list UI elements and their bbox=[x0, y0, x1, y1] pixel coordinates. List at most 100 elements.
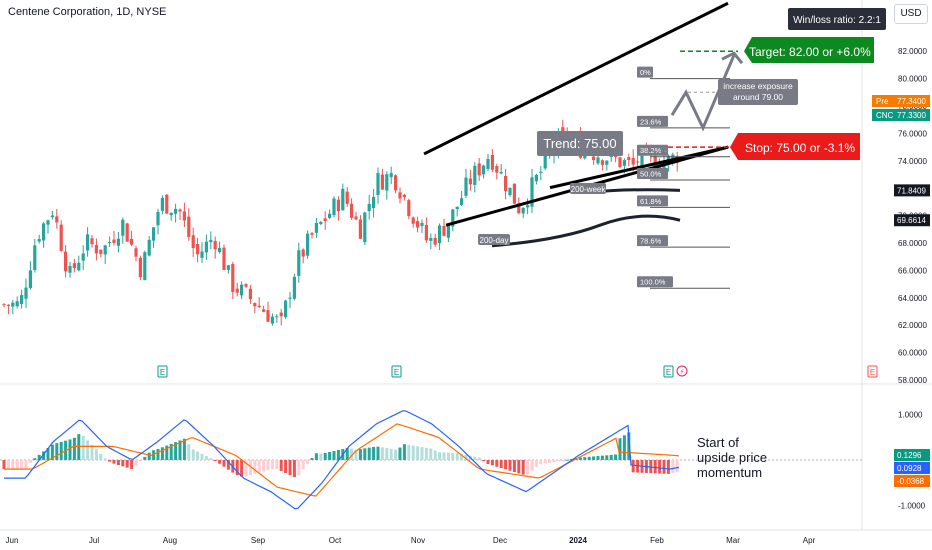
macd-histogram-bar bbox=[543, 460, 547, 464]
currency-button[interactable]: USD bbox=[894, 4, 928, 24]
ma-200-week-label[interactable]: 200-week bbox=[570, 183, 606, 194]
macd-histogram-bar bbox=[521, 460, 525, 475]
macd-histogram-bar bbox=[244, 460, 248, 477]
channel-upper-line[interactable] bbox=[423, 1, 729, 156]
candle-body bbox=[112, 239, 116, 243]
macd-histogram-bar bbox=[314, 453, 318, 460]
candle-body bbox=[363, 212, 367, 243]
candle-body bbox=[473, 165, 477, 185]
support-line[interactable] bbox=[549, 145, 729, 190]
macd-histogram-bar bbox=[182, 438, 186, 460]
x-tick-label: Aug bbox=[163, 536, 177, 545]
earnings-marker-icon[interactable]: E bbox=[157, 365, 168, 378]
macd-histogram-bar bbox=[94, 449, 98, 460]
ma-200-day-label-text: 200-day bbox=[480, 236, 509, 245]
x-tick-label: Jun bbox=[6, 536, 19, 545]
fib-level-label: 23.6% bbox=[640, 117, 662, 126]
macd-histogram-bar bbox=[530, 460, 534, 471]
candle-body bbox=[446, 225, 450, 238]
svg-text:0.0928: 0.0928 bbox=[897, 464, 922, 473]
macd-histogram-bar bbox=[125, 460, 129, 468]
macd-histogram-bar bbox=[666, 460, 670, 474]
svg-text:E: E bbox=[666, 368, 671, 377]
fib-level-label: 100.0% bbox=[640, 278, 666, 287]
macd-histogram-bar bbox=[143, 456, 147, 460]
last-price-badge: CNC 77.3300 bbox=[872, 109, 930, 121]
macd-histogram-bar bbox=[28, 460, 32, 463]
candle-body bbox=[512, 183, 516, 204]
candle-body bbox=[59, 224, 63, 251]
stop-flag[interactable]: Stop: 75.00 or -3.1% bbox=[730, 133, 860, 160]
macd-histogram-bar bbox=[332, 450, 336, 460]
candle-body bbox=[495, 166, 499, 173]
x-tick-label: Jul bbox=[89, 536, 99, 545]
win-loss-badge[interactable]: Win/loss ratio: 2.2:1 bbox=[788, 8, 886, 30]
macd-histogram-bar bbox=[389, 448, 393, 460]
svg-text:69.6614: 69.6614 bbox=[897, 216, 926, 225]
macd-histogram-bar bbox=[490, 460, 494, 466]
candle-body bbox=[253, 303, 257, 307]
earnings-marker-icon[interactable]: E bbox=[663, 365, 674, 378]
macd-histogram-bar bbox=[398, 447, 402, 460]
candle-body bbox=[424, 224, 428, 241]
increase-exposure-text-1: increase exposure bbox=[723, 81, 793, 91]
trend-badge[interactable]: Trend: 75.00 bbox=[537, 131, 623, 156]
candle-body bbox=[165, 194, 169, 214]
candle-body bbox=[605, 160, 609, 165]
macd-histogram-bar bbox=[33, 458, 37, 460]
macd-histogram-bar bbox=[121, 460, 125, 467]
fib-level-label-bg bbox=[637, 167, 668, 179]
macd-histogram-bar bbox=[570, 458, 574, 460]
x-tick-label: Nov bbox=[411, 536, 425, 545]
x-tick-label: Feb bbox=[650, 536, 664, 545]
dividend-marker-icon[interactable]: ⚡ bbox=[676, 365, 688, 377]
macd-histogram-bar bbox=[6, 460, 10, 470]
fib-level-label: 38.2% bbox=[640, 146, 662, 155]
macd-histogram-bar bbox=[460, 453, 464, 460]
candle-body bbox=[385, 174, 389, 191]
candle-body bbox=[504, 176, 508, 192]
macd-line-badge: 0.0928 bbox=[894, 462, 930, 474]
target-flag[interactable]: Target: 82.00 or +6.0% bbox=[744, 37, 874, 63]
y-tick-label: 60.0000 bbox=[898, 349, 927, 358]
macd-histogram-bar bbox=[385, 448, 389, 460]
candle-body bbox=[20, 295, 24, 305]
macd-histogram-bar bbox=[556, 460, 560, 462]
earnings-marker-icon[interactable]: E bbox=[391, 365, 402, 378]
macd-histogram-bar bbox=[187, 444, 191, 460]
candle-body bbox=[86, 234, 90, 251]
macd-histogram-bar bbox=[394, 449, 398, 460]
macd-histogram-bar bbox=[578, 457, 582, 460]
fib-level-label: 78.6% bbox=[640, 237, 662, 246]
macd-histogram-bar bbox=[499, 460, 503, 469]
macd-histogram-bar bbox=[411, 445, 415, 460]
candle-body bbox=[147, 239, 151, 256]
macd-histogram-bar bbox=[99, 453, 103, 460]
macd-histogram-bar bbox=[59, 441, 63, 460]
candle-body bbox=[55, 216, 59, 223]
momentum-note-line: momentum bbox=[697, 465, 762, 480]
candle-body bbox=[526, 205, 530, 208]
candle-body bbox=[178, 209, 182, 212]
macd-histogram-bar bbox=[433, 450, 437, 460]
macd-histogram-bar bbox=[218, 460, 222, 464]
ma-200-day-label[interactable]: 200-day bbox=[478, 234, 510, 245]
candle-body bbox=[517, 203, 521, 214]
candle-body bbox=[28, 270, 32, 288]
candle-body bbox=[420, 222, 424, 227]
macd-histogram-bar bbox=[178, 440, 182, 460]
macd-histogram-bar bbox=[653, 460, 657, 474]
candle-body bbox=[438, 225, 442, 244]
macd-histogram-bar bbox=[600, 455, 604, 460]
candle-body bbox=[24, 287, 28, 299]
ma-200-day-line bbox=[491, 214, 681, 248]
macd-histogram-bar bbox=[200, 453, 204, 460]
macd-histogram-bar bbox=[631, 460, 635, 473]
macd-histogram-bar bbox=[301, 460, 305, 470]
macd-histogram-bar bbox=[596, 456, 600, 460]
candle-body bbox=[297, 250, 301, 276]
macd-histogram-bar bbox=[376, 446, 380, 460]
earnings-marker-icon[interactable]: E bbox=[867, 365, 878, 378]
